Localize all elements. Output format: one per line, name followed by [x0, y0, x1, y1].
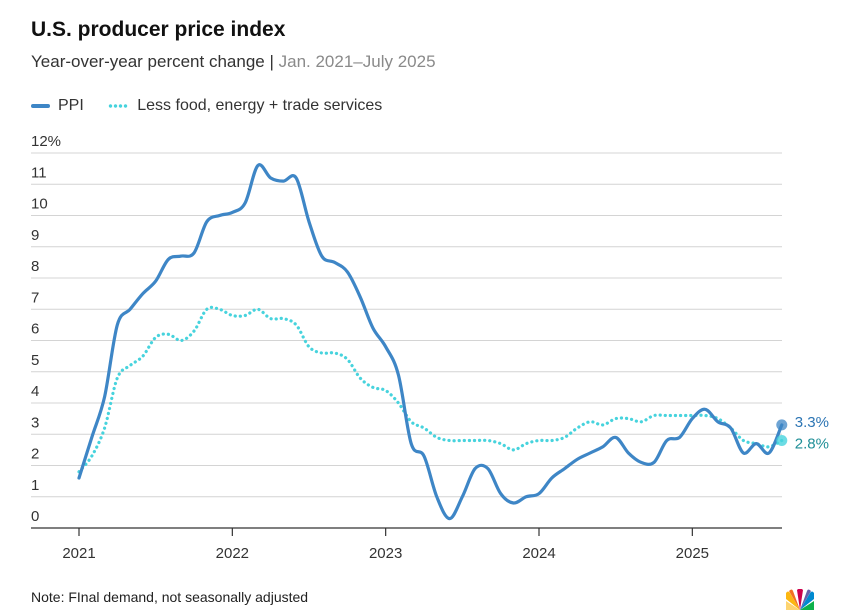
- y-tick-label-4: 4: [31, 383, 39, 400]
- x-tick-label-2022: 2022: [216, 545, 249, 562]
- chart-title: U.S. producer price index: [31, 18, 286, 41]
- y-tick-label-3: 3: [31, 414, 39, 431]
- x-tick-label-2021: 2021: [62, 545, 95, 562]
- chart-legend: PPI Less food, energy + trade services: [31, 95, 402, 115]
- footnote: Note: FInal demand, not seasonally adjus…: [31, 589, 309, 605]
- y-tick-label-5: 5: [31, 352, 39, 369]
- x-tick-label-2024: 2024: [522, 545, 555, 562]
- y-tick-label-8: 8: [31, 258, 39, 275]
- y-tick-label-0: 0: [31, 508, 39, 525]
- y-tick-label-6: 6: [31, 321, 39, 338]
- legend-label-core: Less food, energy + trade services: [137, 97, 383, 114]
- chart-subtitle: Year-over-year percent change | Jan. 202…: [31, 52, 436, 72]
- end-marker-ppi: [776, 419, 788, 431]
- legend-item-core: Less food, energy + trade services: [108, 97, 382, 115]
- y-tick-label-2: 2: [31, 446, 39, 463]
- y-tick-label-7: 7: [31, 289, 39, 306]
- subtitle-date-range: Jan. 2021–July 2025: [278, 52, 436, 71]
- y-tick-label-1: 1: [31, 477, 39, 494]
- y-tick-label-11: 11: [31, 164, 47, 181]
- x-tick-label-2025: 2025: [676, 545, 709, 562]
- legend-item-ppi: PPI: [31, 97, 84, 115]
- series-line-core: [77, 305, 784, 474]
- end-label-core: 2.8%: [795, 436, 829, 453]
- y-tick-label-12: 12%: [31, 133, 61, 150]
- x-tick-label-2023: 2023: [369, 545, 402, 562]
- series-line-ppi: [77, 163, 784, 521]
- subtitle-text: Year-over-year percent change: [31, 52, 265, 71]
- end-label-ppi: 3.3%: [795, 414, 829, 431]
- legend-swatch-core: [108, 104, 129, 108]
- nbc-peacock-logo: [786, 589, 814, 610]
- y-tick-label-10: 10: [31, 196, 48, 213]
- legend-label-ppi: PPI: [58, 97, 84, 114]
- y-tick-label-9: 9: [31, 227, 39, 244]
- subtitle-separator: |: [269, 52, 274, 71]
- legend-swatch-ppi: [31, 104, 50, 108]
- end-marker-core: [776, 435, 788, 446]
